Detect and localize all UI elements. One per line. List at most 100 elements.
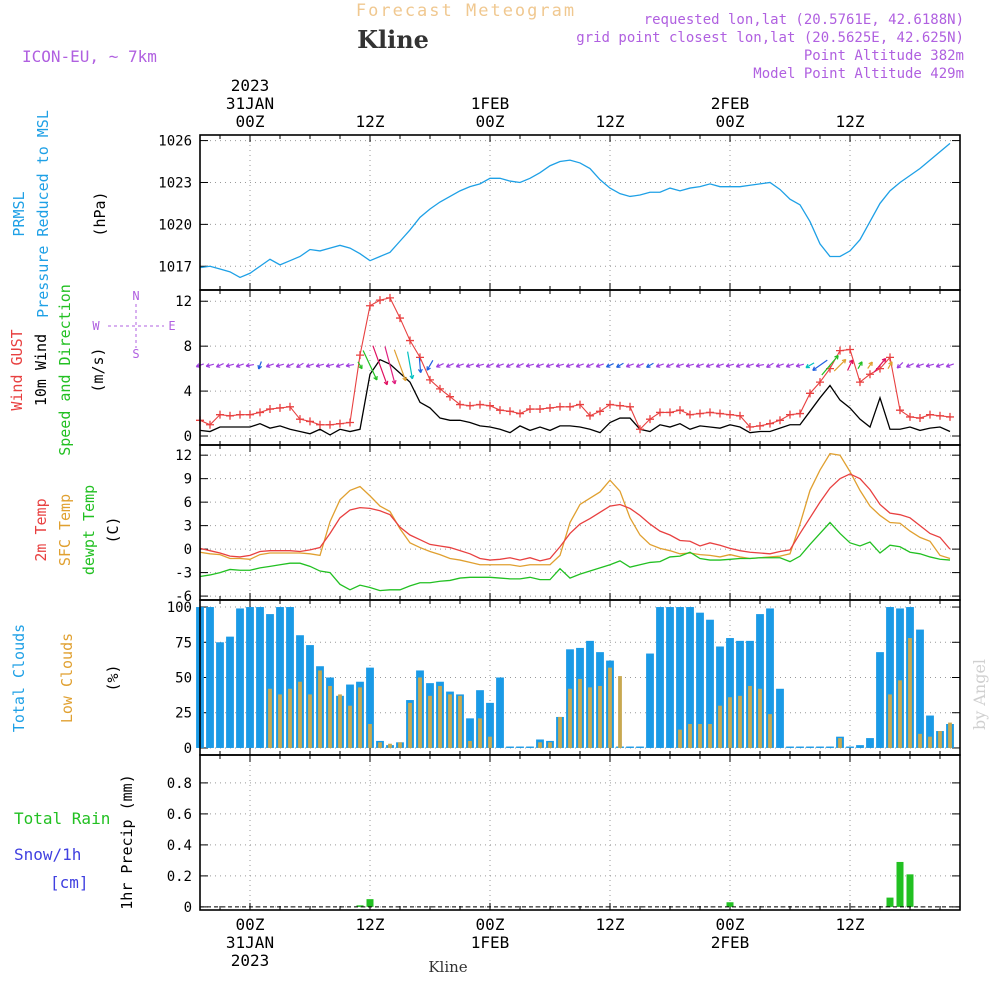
compass-s: S [132, 347, 139, 361]
wind-arrow [616, 362, 624, 368]
top-axis-label: 12Z [356, 112, 385, 131]
wind-arrow [725, 363, 735, 368]
low-cloud-bar [368, 724, 372, 748]
gust-marker [376, 296, 384, 305]
top-axis-label: 00Z [236, 112, 265, 131]
total-cloud-bar [646, 653, 654, 748]
gust-marker [346, 418, 354, 427]
bottom-axis-label: 2023 [231, 951, 270, 970]
total-cloud-bar [466, 718, 474, 748]
low-cloud-bar [418, 677, 422, 748]
gust-marker [586, 411, 594, 420]
y-tick-label: 0 [184, 542, 192, 558]
total-cloud-bar [666, 607, 674, 748]
gust-marker [626, 402, 634, 411]
wind-label: 10m Wind [32, 334, 50, 406]
gust-marker [506, 407, 514, 416]
bottom-axis-label: 2FEB [711, 933, 750, 952]
snow-legend: Snow/1h [14, 845, 81, 864]
gust-marker [316, 420, 324, 429]
total-cloud-bar [766, 608, 774, 748]
gust-marker [406, 336, 414, 345]
panel-4: 0 0.2 0.4 0.6 0.8 [167, 754, 961, 916]
wind-arrow [384, 346, 397, 385]
wind-arrow [795, 363, 805, 368]
gust-marker [516, 409, 524, 418]
gust-marker [296, 415, 304, 424]
gust-marker [806, 389, 814, 398]
total-cloud-bar [366, 667, 374, 748]
gust-marker [786, 410, 794, 419]
gust-marker [466, 401, 474, 410]
low-cloud-bar [618, 676, 622, 748]
wind-arrow [215, 363, 224, 368]
total-cloud-bar [236, 608, 244, 748]
total-cloud-bar [706, 619, 714, 748]
top-axis-label: 2FEB [711, 94, 750, 113]
wind-arrow [445, 363, 454, 368]
wind-arrow [555, 363, 565, 368]
low-cloud-bar [888, 694, 892, 748]
y-tick-label: 1017 [158, 259, 192, 275]
wind-arrow [785, 363, 794, 368]
wind-arrow [695, 363, 704, 368]
low-cloud-bar [918, 733, 922, 748]
pressure-labels: PRMSL Pressure Reduced to MSL (hPa) [10, 110, 109, 318]
gust-marker [896, 406, 904, 415]
total-cloud-bar [786, 746, 794, 748]
gust-marker [866, 370, 874, 379]
gust-marker [336, 419, 344, 428]
total-cloud-bar [886, 607, 894, 748]
gust-marker [476, 400, 484, 409]
low-cloud-bar [928, 736, 932, 748]
model-label: ICON-EU, ~ 7km [22, 47, 157, 66]
wind-arrow [857, 361, 863, 370]
gust-marker [906, 412, 914, 421]
rain-bar [906, 874, 914, 907]
wind-arrow [362, 350, 378, 381]
gust-marker [546, 403, 554, 412]
gust-marker [556, 402, 564, 411]
cloud-labels: Total Clouds Low Clouds (%) [10, 624, 122, 732]
wind-arrow [605, 363, 614, 368]
gust-label: Wind GUST [8, 329, 26, 410]
point-altitude: Point Altitude 382m [804, 48, 964, 64]
low-cloud-bar [598, 685, 602, 748]
temp-unit: (C) [104, 516, 122, 543]
wind-arrow [435, 363, 444, 368]
top-axis-label: 31JAN [226, 94, 274, 113]
location-title: Kline [357, 25, 429, 54]
panel-border [199, 754, 961, 911]
wind-arrow [646, 362, 654, 368]
wind-arrow [205, 363, 215, 368]
total-cloud-bar [266, 614, 274, 748]
panel-0: 1017 1020 1023 1026 [158, 134, 961, 291]
wind-arrow [685, 363, 695, 368]
gust-marker [456, 400, 464, 409]
wind-arrow [515, 363, 524, 368]
gust-marker [666, 408, 674, 417]
gust-marker [326, 420, 334, 429]
low-cloud-bar [588, 687, 592, 748]
y-tick-label: 100 [167, 600, 192, 616]
total-cloud-bar [636, 746, 644, 748]
wind-arrow [565, 363, 574, 368]
y-tick-label: 0.4 [167, 838, 192, 854]
gust-marker [216, 410, 224, 419]
low-cloud-bar [468, 740, 472, 748]
total-cloud-bar [676, 607, 684, 748]
wind-arrow [775, 363, 784, 368]
gust-marker [446, 392, 454, 401]
low-cloud-bar [608, 667, 612, 748]
gust-marker [496, 406, 504, 415]
series-line [199, 142, 951, 279]
gust-marker [796, 409, 804, 418]
rain-bar [886, 897, 894, 907]
wind-unit: (m/s) [89, 347, 107, 392]
gust-marker [256, 408, 264, 417]
wind-arrow [265, 363, 274, 368]
y-tick-label: 0 [184, 429, 192, 445]
wind-arrow [735, 363, 744, 368]
total-cloud-bar [626, 746, 634, 748]
low-cloud-bar [768, 714, 772, 748]
